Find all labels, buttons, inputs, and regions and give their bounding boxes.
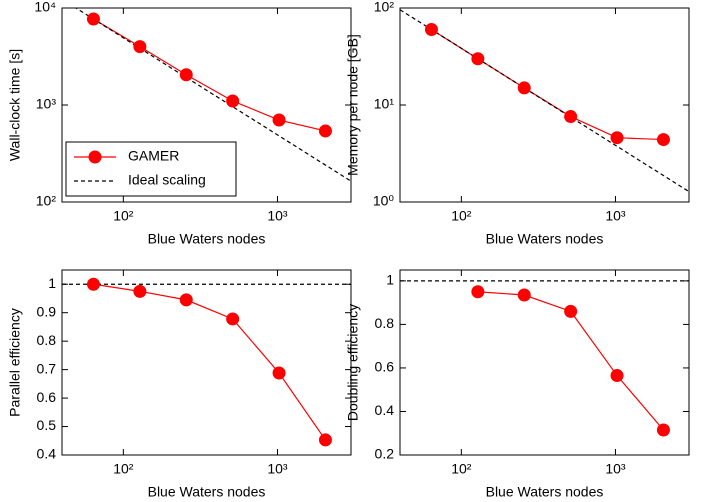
- panel: 10² 10³ 10⁰ 10¹ 10² Blue Waters nodes Memory p…: [345, 0, 690, 247]
- x-tick-label: 10²: [451, 208, 472, 224]
- data-point: [179, 293, 193, 307]
- series-line: [93, 18, 326, 132]
- data-point: [318, 433, 332, 447]
- y-tick-label: 0.6: [37, 389, 57, 405]
- y-tick-label: 10³: [36, 96, 57, 112]
- x-axis-label: Blue Waters nodes: [148, 231, 266, 247]
- data-point: [471, 52, 485, 66]
- x-tick-label: 10³: [605, 208, 626, 224]
- y-tick-label: 0.9: [37, 303, 57, 319]
- data-point: [318, 124, 332, 138]
- plot-frame: [61, 7, 352, 203]
- data-point: [656, 133, 670, 147]
- y-tick-label: 10⁰: [373, 193, 395, 209]
- y-tick-label: 0.8: [37, 332, 57, 348]
- panel: 10² 10³ 10² 10³ 10⁴ Blue Waters nodes Wall-clo…: [7, 0, 352, 247]
- data-point: [471, 285, 485, 299]
- y-tick-label: 0.8: [375, 315, 395, 331]
- legend-label: GAMER: [128, 148, 179, 164]
- data-point: [517, 81, 531, 95]
- data-point: [517, 288, 531, 302]
- plot-lines: [62, 283, 351, 441]
- data-point: [424, 23, 438, 37]
- legend-label: Ideal scaling: [128, 172, 206, 188]
- data-point: [133, 40, 147, 54]
- data-point: [86, 12, 100, 26]
- data-point: [272, 113, 286, 127]
- x-axis-label: Blue Waters nodes: [148, 484, 266, 500]
- y-tick-label: 0.6: [375, 359, 395, 375]
- data-point: [610, 369, 624, 383]
- data-point: [226, 94, 240, 108]
- plot-frame: [399, 7, 690, 203]
- y-axis-label: Wall-clock time [s]: [7, 49, 23, 161]
- x-axis-label: Blue Waters nodes: [486, 231, 604, 247]
- y-axis-label: Memory per node [GB]: [345, 34, 361, 176]
- series-line: [400, 9, 689, 193]
- data-point: [86, 277, 100, 291]
- y-tick-label: 10²: [36, 193, 57, 209]
- plot-lines: [400, 9, 689, 193]
- y-tick-label: 0.4: [37, 446, 57, 462]
- x-axis-label: Blue Waters nodes: [486, 484, 604, 500]
- data-point: [656, 423, 670, 437]
- y-axis-label: Parallel efficiency: [7, 308, 23, 417]
- x-tick-label: 10³: [267, 461, 288, 477]
- y-tick-label: 1: [386, 272, 394, 288]
- y-tick-label: 10¹: [374, 96, 395, 112]
- y-axis-label: Doubling efficiency: [345, 304, 361, 421]
- y-tick-label: 10⁴: [34, 0, 56, 15]
- data-point: [226, 312, 240, 326]
- panel: 10² 10³ 0.4 0.5 0.6 0.7 0.8 0.9 1 Blue Waters nod…: [7, 269, 352, 500]
- series-line: [93, 283, 326, 441]
- y-tick-label: 10²: [374, 0, 395, 15]
- plot-lines: [74, 8, 351, 182]
- data-point: [610, 131, 624, 145]
- y-tick-label: 0.7: [37, 360, 57, 376]
- data-point: [564, 304, 578, 318]
- x-tick-label: 10²: [451, 461, 472, 477]
- plot-frame: [61, 269, 352, 456]
- data-point: [272, 366, 286, 380]
- data-point: [564, 110, 578, 124]
- x-tick-label: 10²: [113, 208, 134, 224]
- panel: 10² 10³ 0.2 0.4 0.6 0.8 1 Blue Waters nodes Doub…: [345, 269, 690, 500]
- plot-frame: [399, 269, 690, 456]
- y-tick-label: 1: [48, 275, 56, 291]
- series-line: [431, 29, 664, 141]
- y-tick-label: 0.5: [37, 417, 57, 433]
- x-tick-label: 10²: [113, 461, 134, 477]
- y-tick-label: 0.4: [375, 402, 395, 418]
- data-point: [179, 68, 193, 82]
- series-line: [74, 8, 351, 182]
- x-tick-label: 10³: [267, 208, 288, 224]
- data-point: [133, 284, 147, 298]
- x-tick-label: 10³: [605, 461, 626, 477]
- legend-marker: [88, 150, 102, 164]
- plot-lines: [400, 280, 689, 431]
- y-tick-label: 0.2: [375, 446, 395, 462]
